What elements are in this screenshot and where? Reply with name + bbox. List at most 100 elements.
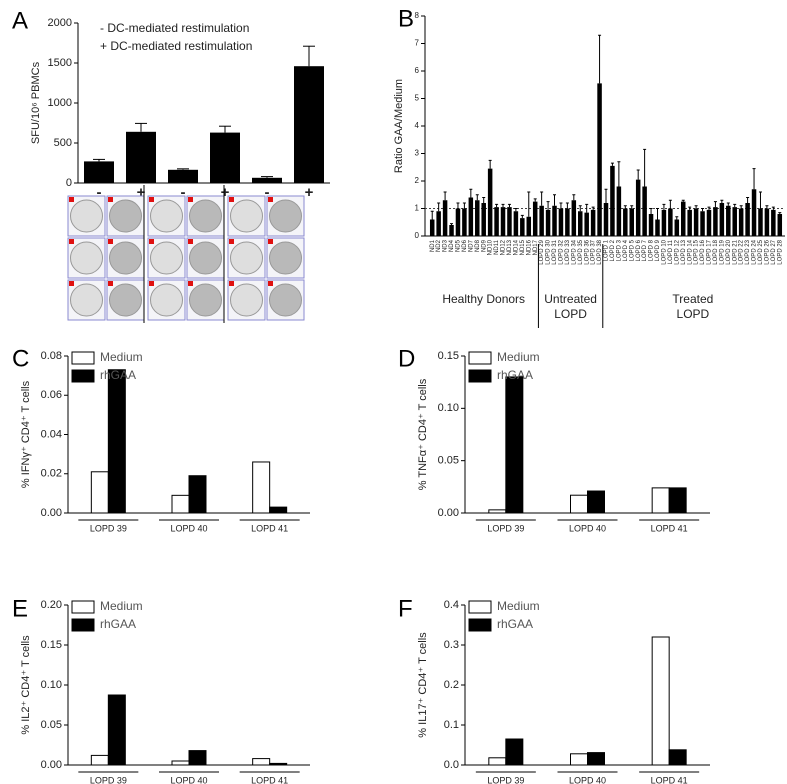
well xyxy=(109,283,142,317)
y-tick-label: 0.05 xyxy=(41,719,62,731)
bar xyxy=(745,203,750,236)
bar xyxy=(587,752,605,766)
x-tick-label: - xyxy=(97,184,102,201)
y-tick-label: 0.15 xyxy=(438,350,459,362)
error-bar xyxy=(462,202,466,209)
x-tick-label: LOPD 5 xyxy=(629,239,635,261)
x-tick-label: LOPD 33 xyxy=(565,239,571,264)
y-tick-label: 0.0 xyxy=(444,759,459,771)
well xyxy=(189,199,222,233)
well xyxy=(269,283,302,317)
bar xyxy=(764,208,770,236)
x-tick-label: LOPD 7 xyxy=(642,239,648,261)
well-marker xyxy=(69,197,74,202)
y-tick-label: 0.15 xyxy=(41,639,62,651)
bar xyxy=(449,225,454,236)
bar xyxy=(171,760,190,766)
x-tick-label: LOPD 40 xyxy=(170,775,207,784)
bar xyxy=(475,200,480,236)
bar xyxy=(635,179,641,236)
legend-text: + DC-mediated restimulation xyxy=(100,39,252,53)
error-bar xyxy=(572,194,576,201)
error-bar xyxy=(520,214,524,219)
x-tick-label: ND5 xyxy=(456,239,462,252)
x-tick-label: ND2 xyxy=(436,239,442,252)
error-bar xyxy=(630,205,634,209)
x-tick-label: LOPD 39 xyxy=(487,775,524,784)
x-tick-label: LOPD 13 xyxy=(681,239,687,264)
y-tick-label: 0.10 xyxy=(41,679,62,691)
error-bar xyxy=(495,203,499,208)
y-tick-label: 2 xyxy=(415,176,420,185)
bar xyxy=(668,749,687,766)
bar xyxy=(269,762,288,766)
bar xyxy=(603,203,609,236)
bar xyxy=(578,211,583,236)
well-marker xyxy=(188,281,193,286)
bar xyxy=(513,211,519,236)
y-axis-label: Ratio GAA/Medium xyxy=(393,79,405,173)
error-bar xyxy=(701,208,705,212)
x-tick-label: LOPD 16 xyxy=(700,239,706,264)
bar xyxy=(687,209,692,236)
x-tick-label: LOPD 10 xyxy=(662,239,668,264)
y-tick-label: 1 xyxy=(415,204,420,213)
y-tick-label: 0.2 xyxy=(444,679,459,691)
legend-label: Medium xyxy=(100,350,143,364)
y-tick-label: 0.00 xyxy=(438,507,459,519)
error-bar xyxy=(765,205,769,209)
x-tick-label: LOPD 34 xyxy=(571,239,577,264)
x-tick-label: LOPD 40 xyxy=(569,523,606,533)
bar xyxy=(507,207,512,236)
y-tick-label: 6 xyxy=(415,66,420,75)
bar xyxy=(777,214,783,236)
bar xyxy=(680,201,686,236)
x-tick-label: LOPD 38 xyxy=(597,239,603,264)
legend-label: rhGAA xyxy=(100,617,136,631)
bar xyxy=(107,694,126,766)
x-tick-label: LOPD 30 xyxy=(546,239,552,264)
error-bar xyxy=(488,159,492,169)
x-tick-label: LOPD 22 xyxy=(739,239,745,264)
x-tick-label: - xyxy=(181,184,186,201)
bar xyxy=(713,207,718,236)
x-tick-label: LOPD 19 xyxy=(719,239,725,264)
bar xyxy=(487,168,493,236)
error-bar xyxy=(707,206,711,210)
error-bar xyxy=(752,168,756,190)
bar xyxy=(505,376,524,514)
y-axis-label: SFU/10⁶ PBMCs xyxy=(30,61,42,144)
error-bar xyxy=(675,216,679,220)
error-bar xyxy=(527,191,531,217)
error-bar xyxy=(610,162,614,166)
x-tick-label: LOPD 41 xyxy=(651,523,688,533)
legend-label: Medium xyxy=(497,599,540,613)
error-bar xyxy=(655,208,659,220)
x-tick-label: LOPD 8 xyxy=(649,239,655,261)
y-tick-label: 2000 xyxy=(48,17,72,29)
well-marker xyxy=(188,197,193,202)
error-bar xyxy=(604,188,608,203)
x-tick-label: ND12 xyxy=(501,239,507,255)
bar xyxy=(616,186,622,236)
bar xyxy=(751,189,757,236)
bar xyxy=(500,207,506,236)
y-tick-label: 3 xyxy=(415,149,420,158)
well-marker xyxy=(69,281,74,286)
y-tick-label: 0.00 xyxy=(41,507,62,519)
error-bar xyxy=(649,208,653,214)
y-tick-label: 0.08 xyxy=(41,350,62,362)
error-bar xyxy=(688,206,692,210)
legend-label: rhGAA xyxy=(497,368,533,382)
x-tick-label: LOPD 9 xyxy=(655,239,661,261)
x-tick-label: LOPD 39 xyxy=(90,775,127,784)
well-marker xyxy=(268,197,273,202)
x-tick-label: LOPD 32 xyxy=(559,239,565,264)
x-tick-label: LOPD 20 xyxy=(726,239,732,264)
well-marker xyxy=(108,239,113,244)
y-tick-label: 8 xyxy=(415,11,420,20)
x-tick-label: ND10 xyxy=(488,239,494,255)
bar xyxy=(294,66,324,183)
error-bar xyxy=(540,191,544,206)
well-marker xyxy=(108,197,113,202)
